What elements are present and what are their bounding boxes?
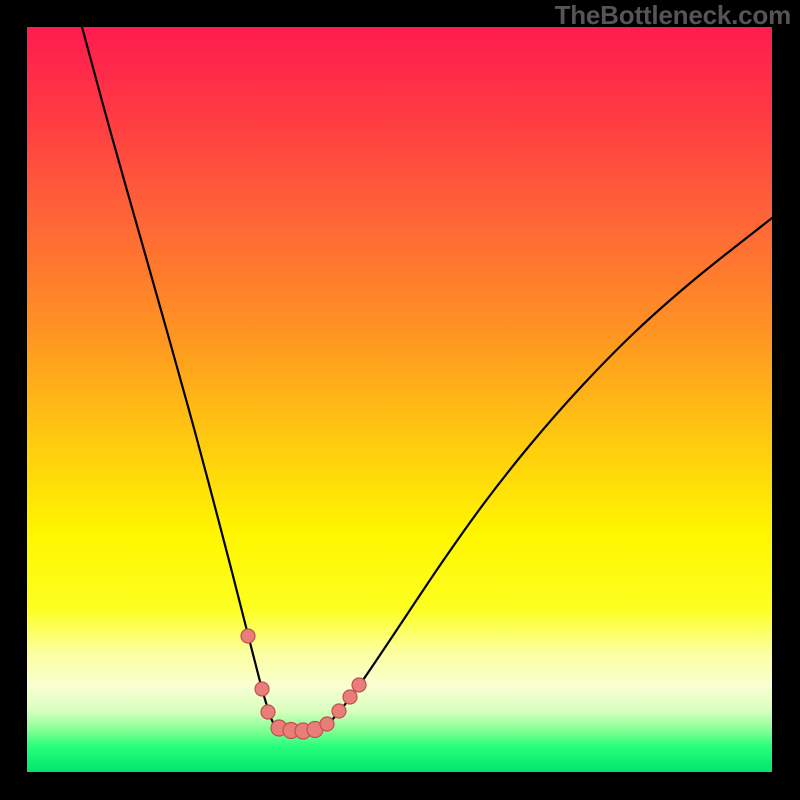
- bottleneck-chart: [0, 0, 800, 800]
- data-marker: [320, 717, 334, 731]
- frame-left: [0, 0, 27, 800]
- data-marker: [261, 705, 275, 719]
- data-marker: [241, 629, 255, 643]
- watermark-text: TheBottleneck.com: [555, 0, 791, 31]
- frame-bottom: [0, 773, 800, 800]
- heat-gradient-background: [27, 27, 772, 772]
- frame-right: [773, 0, 800, 800]
- data-marker: [255, 682, 269, 696]
- data-marker: [332, 704, 346, 718]
- data-marker: [343, 690, 357, 704]
- data-marker: [352, 678, 366, 692]
